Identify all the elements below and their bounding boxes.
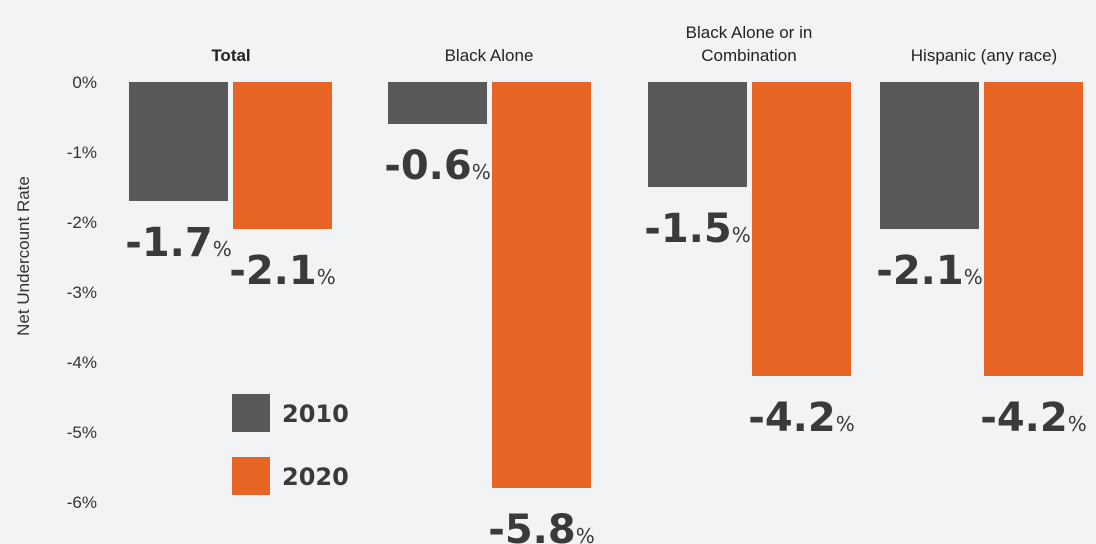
bar-2010 [129,82,228,201]
data-label-value: -5.8 [488,507,575,544]
data-label-value: -4.2 [980,395,1067,441]
data-label: -1.5% [644,206,750,252]
y-tick-label: -2% [67,213,97,232]
data-label-unit: % [964,265,983,289]
data-label-value: -0.6 [384,143,471,189]
y-tick-label: 0% [72,73,97,92]
y-axis-title: Net Undercount Rate [14,176,33,336]
data-label-value: -1.5 [644,206,731,252]
data-label-unit: % [472,160,491,184]
data-label-value: -2.1 [229,248,316,294]
data-label: -2.1% [876,248,982,294]
data-label: -5.8% [488,507,594,544]
data-labels: -1.7%-0.6%-1.5%-2.1%-2.1%-5.8%-4.2% -4.2% [125,143,1086,544]
y-tick-label: -3% [67,283,97,302]
y-tick-label: -6% [67,493,97,512]
legend-label: 2010 [282,400,349,428]
data-label-unit: % [576,524,595,544]
y-tick-label: -1% [67,143,97,162]
data-label-unit: % [732,223,751,247]
category-label: Black Alone [445,46,534,65]
data-label: -1.7% [125,220,231,266]
bar-2010 [880,82,979,229]
category-label: Total [211,46,250,65]
category-label: Black Alone or in [686,23,813,42]
data-label-unit: % [213,237,232,261]
category-labels: Total Black Alone Black Alone or in Combina… [211,23,1057,65]
legend-swatch [232,394,270,432]
legend-swatch [232,457,270,495]
bar-2020 [492,82,591,488]
data-label: -4.2% [980,395,1086,441]
bar-2010 [648,82,747,187]
bar-2020 [233,82,332,229]
bar-2020 [984,82,1083,376]
data-label: -2.1% [229,248,335,294]
y-tick-label: -5% [67,423,97,442]
legend: 2010 2020 [232,394,349,495]
bar-2020 [752,82,851,376]
data-label: -4.2% [748,395,854,441]
legend-label: 2020 [282,463,349,491]
y-tick-label: -4% [67,353,97,372]
data-label-value: -1.7 [125,220,212,266]
data-label: -0.6% [384,143,490,189]
bars [129,82,1083,488]
category-label: Combination [701,46,796,65]
bar-2010 [388,82,487,124]
data-label-value: -2.1 [876,248,963,294]
y-axis: Net Undercount Rate 0% -1% -2% -3% -4% -5% -6% [14,73,97,512]
category-label: Hispanic (any race) [911,46,1057,65]
data-label-value: -4.2 [748,395,835,441]
data-label-unit: % [317,265,336,289]
data-label-unit: % [1068,412,1087,436]
data-label-unit: % [836,412,855,436]
